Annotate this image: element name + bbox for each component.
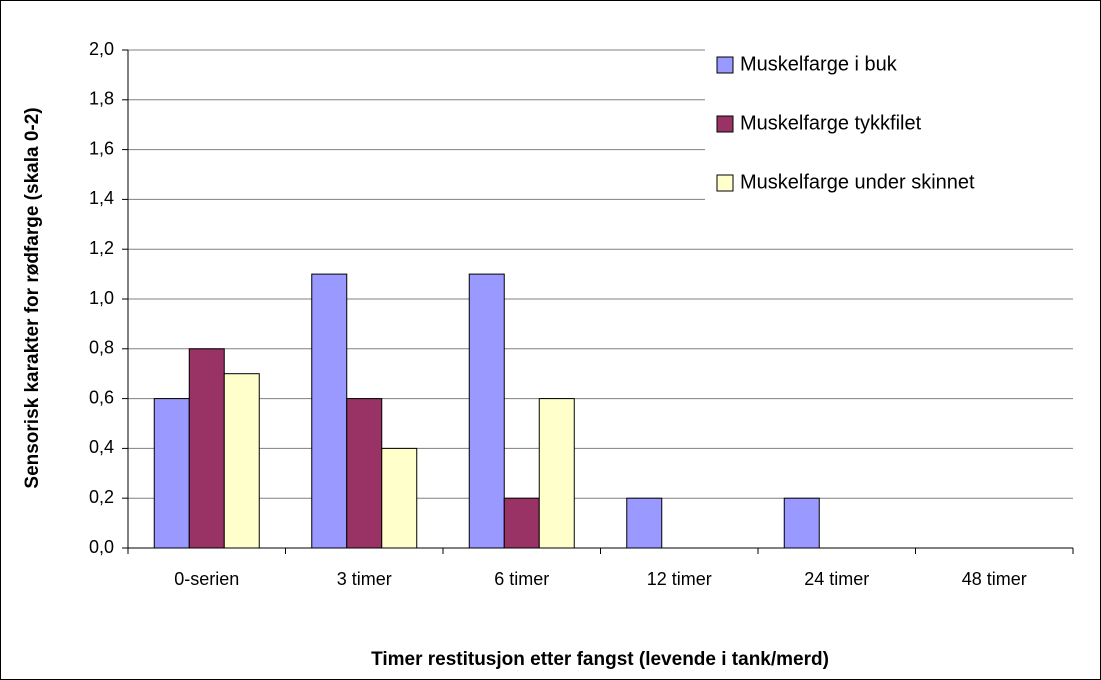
y-tick-label: 1,6 [89,138,114,158]
bar [381,447,418,549]
y-tick-label: 1,8 [89,89,114,109]
legend-label: Muskelfarge i buk [740,53,898,75]
bar [538,398,575,549]
bar [188,348,225,549]
bar [783,497,820,549]
x-tick-label: 12 timer [647,569,712,589]
legend-swatch [716,56,734,74]
legend-label: Muskelfarge under skinnet [740,171,975,193]
bar [223,373,260,549]
bar [311,273,348,549]
y-tick-label: 1,0 [89,288,114,308]
bar [346,398,383,549]
y-tick-label: 1,4 [89,188,114,208]
legend-swatch [716,174,734,192]
x-tick-label: 24 timer [804,569,869,589]
x-tick-label: 3 timer [337,569,392,589]
x-tick-label: 48 timer [962,569,1027,589]
bar [153,398,190,549]
y-tick-label: 0,8 [89,338,114,358]
x-axis-title: Timer restitusjon etter fangst (levende … [371,649,829,670]
y-tick-label: 0,6 [89,387,114,407]
bar [626,497,663,549]
y-tick-label: 0,4 [89,437,114,457]
y-tick-label: 0,0 [89,537,114,557]
bar [468,273,505,549]
y-tick-label: 2,0 [89,39,114,59]
x-tick-label: 0-serien [174,569,239,589]
y-axis-title: Sensorisk karakter for rødfarge (skala 0… [22,107,43,488]
legend-label: Muskelfarge tykkfilet [740,112,922,134]
legend-swatch [716,115,734,133]
y-tick-label: 0,2 [89,487,114,507]
legend-box [705,40,1090,220]
x-tick-label: 6 timer [494,569,549,589]
bar [503,497,540,549]
y-tick-label: 1,2 [89,238,114,258]
